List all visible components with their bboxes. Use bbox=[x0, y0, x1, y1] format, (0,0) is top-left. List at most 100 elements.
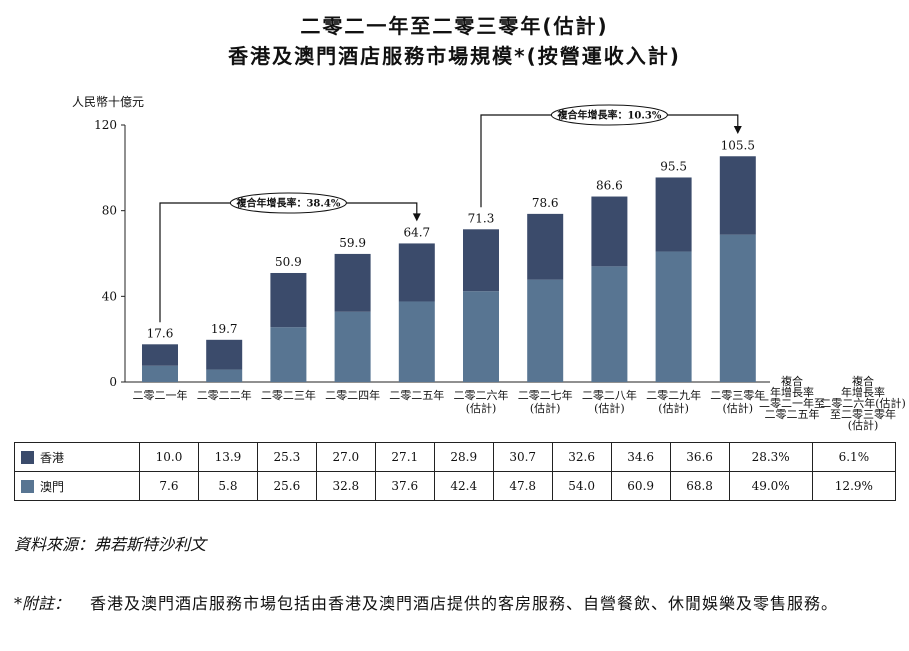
bar-macau bbox=[270, 327, 307, 382]
table-cell: 42.4 bbox=[433, 471, 494, 501]
x-category-label: (估計) bbox=[723, 401, 754, 415]
x-category-label: 二零二三年 bbox=[261, 388, 316, 402]
x-category-label: 二零二五年 bbox=[389, 388, 444, 402]
x-category-label: (估計) bbox=[530, 401, 561, 415]
footnote-text: 香港及澳門酒店服務市場包括由香港及澳門酒店提供的客房服務、自營餐飲、休閒娛樂及零… bbox=[90, 594, 839, 613]
bar-total-label: 19.7 bbox=[211, 322, 238, 336]
cagr-column-header: 複合 bbox=[852, 374, 874, 388]
legend-label: 香港 bbox=[40, 450, 65, 465]
x-category-label: 二零三零年 bbox=[710, 388, 765, 402]
y-tick-label: 120 bbox=[94, 118, 117, 132]
bar-hong-kong bbox=[142, 344, 178, 366]
bar-macau bbox=[398, 301, 435, 382]
cagr-column-header: 年增長率 bbox=[770, 385, 814, 399]
cagr-bracket bbox=[480, 114, 739, 208]
y-tick-label: 80 bbox=[102, 204, 117, 218]
table-cell: 30.7 bbox=[492, 442, 553, 472]
table-row: 澳門 7.6 5.8 25.6 32.8 37.6 42.4 47.8 54.0 60.9 68.8… bbox=[14, 471, 897, 501]
table-cell: 32.8 bbox=[315, 471, 376, 501]
chart-title-line2: 香港及澳門酒店服務市場規模*(按營運收入計) bbox=[228, 44, 681, 68]
bar-hong-kong bbox=[719, 156, 756, 235]
cagr-label: 複合年增長率：38.4% bbox=[235, 197, 340, 210]
table-cell: 7.6 bbox=[139, 471, 199, 501]
table-cell: 25.6 bbox=[256, 471, 317, 501]
x-category-label: 二零二六年 bbox=[454, 388, 509, 402]
legend-swatch bbox=[21, 479, 34, 493]
cagr-oval bbox=[229, 192, 347, 214]
y-axis-unit-label: 人民幣十億元 bbox=[72, 95, 144, 109]
bar-hong-kong bbox=[398, 243, 435, 302]
bar-hong-kong bbox=[591, 196, 628, 267]
y-tick-label: 40 bbox=[102, 289, 117, 303]
table-cell: 34.6 bbox=[610, 442, 671, 472]
cagr-arrowhead bbox=[733, 126, 742, 135]
bar-macau bbox=[206, 369, 243, 382]
x-category-label: 二零二七年 bbox=[518, 388, 573, 402]
data-table: 香港 10.0 13.9 25.3 27.0 27.1 28.9 30.7 32.6 34.6 36… bbox=[14, 442, 897, 501]
bar-total-label: 17.6 bbox=[147, 326, 174, 340]
stacked-bar-chart: 人民幣十億元 0 40 80 120 17.6 二零二一年 19.7 二零二二年 50.9 二零… bbox=[72, 95, 906, 432]
x-category-label: (估計) bbox=[658, 401, 689, 415]
bar-macau bbox=[334, 311, 371, 382]
bar-hong-kong bbox=[206, 339, 243, 370]
chart-title-line1: 二零二一年至二零三零年(估計) bbox=[300, 14, 609, 38]
table-cell: 10.0 bbox=[139, 442, 199, 472]
cagr-label: 複合年增長率：10.3% bbox=[556, 109, 661, 122]
cagr-column-header: 年增長率 bbox=[841, 385, 885, 399]
source-note: 資料來源：弗若斯特沙利文 bbox=[14, 535, 207, 554]
table-cell: 32.6 bbox=[551, 442, 612, 472]
x-category-label: 二零二九年 bbox=[646, 388, 701, 402]
x-category-label: (估計) bbox=[466, 401, 497, 415]
x-category-label: (估計) bbox=[594, 401, 625, 415]
x-category-label: 二零二二年 bbox=[197, 388, 252, 402]
bar-total-label: 64.7 bbox=[403, 225, 430, 239]
bar-macau bbox=[655, 251, 692, 382]
footnote-marker: *附註： bbox=[14, 594, 71, 613]
row-label: 香港 bbox=[14, 442, 140, 472]
x-category-label: 二零二八年 bbox=[582, 388, 637, 402]
bar-macau bbox=[591, 266, 628, 382]
cagr-cell: 6.1% bbox=[811, 442, 897, 472]
table-cell: 28.9 bbox=[433, 442, 494, 472]
cagr-cell: 49.0% bbox=[728, 471, 813, 501]
row-label: 澳門 bbox=[14, 471, 140, 501]
cagr-cell: 28.3% bbox=[728, 442, 813, 472]
bar-total-label: 71.3 bbox=[468, 211, 495, 225]
table-cell: 54.0 bbox=[551, 471, 612, 501]
cagr-column-header: 二零二一年至 bbox=[759, 396, 825, 410]
bar-macau bbox=[719, 234, 756, 382]
table-cell: 68.8 bbox=[669, 471, 730, 501]
legend-label: 澳門 bbox=[40, 479, 65, 494]
table-cell: 25.3 bbox=[256, 442, 317, 472]
cagr-column-header: (估計) bbox=[848, 418, 879, 432]
bar-total-label: 105.5 bbox=[721, 138, 755, 152]
bar-hong-kong bbox=[527, 213, 564, 280]
bar-macau bbox=[142, 365, 178, 382]
x-category-label: 二零二一年 bbox=[133, 388, 188, 402]
cagr-arrowhead bbox=[412, 213, 421, 222]
bar-hong-kong bbox=[655, 177, 692, 252]
bar-hong-kong bbox=[334, 253, 371, 312]
bar-total-label: 86.6 bbox=[596, 179, 623, 193]
bar-hong-kong bbox=[270, 272, 307, 328]
bar-total-label: 59.9 bbox=[339, 236, 366, 250]
table-cell: 37.6 bbox=[374, 471, 435, 501]
cagr-column-header: 複合 bbox=[781, 374, 803, 388]
legend-swatch bbox=[21, 450, 34, 464]
bar-total-label: 95.5 bbox=[660, 159, 687, 173]
table-cell: 36.6 bbox=[669, 442, 730, 472]
bar-hong-kong bbox=[463, 229, 499, 292]
table-cell: 27.1 bbox=[374, 442, 435, 472]
cagr-column-header: 二零二六年(估計) bbox=[820, 396, 906, 410]
cagr-oval bbox=[550, 104, 668, 126]
cagr-column-header: 至二零三零年 bbox=[830, 407, 896, 421]
table-cell: 47.8 bbox=[492, 471, 553, 501]
y-tick-label: 0 bbox=[109, 375, 117, 389]
bar-macau bbox=[463, 291, 499, 382]
table-cell: 60.9 bbox=[610, 471, 671, 501]
table-cell: 27.0 bbox=[315, 442, 376, 472]
x-category-label: 二零二四年 bbox=[325, 388, 380, 402]
table-row: 香港 10.0 13.9 25.3 27.0 27.1 28.9 30.7 32.6 34.6 36… bbox=[14, 442, 897, 472]
cagr-column-header: 二零二五年 bbox=[765, 407, 820, 421]
bar-total-label: 50.9 bbox=[275, 255, 302, 269]
